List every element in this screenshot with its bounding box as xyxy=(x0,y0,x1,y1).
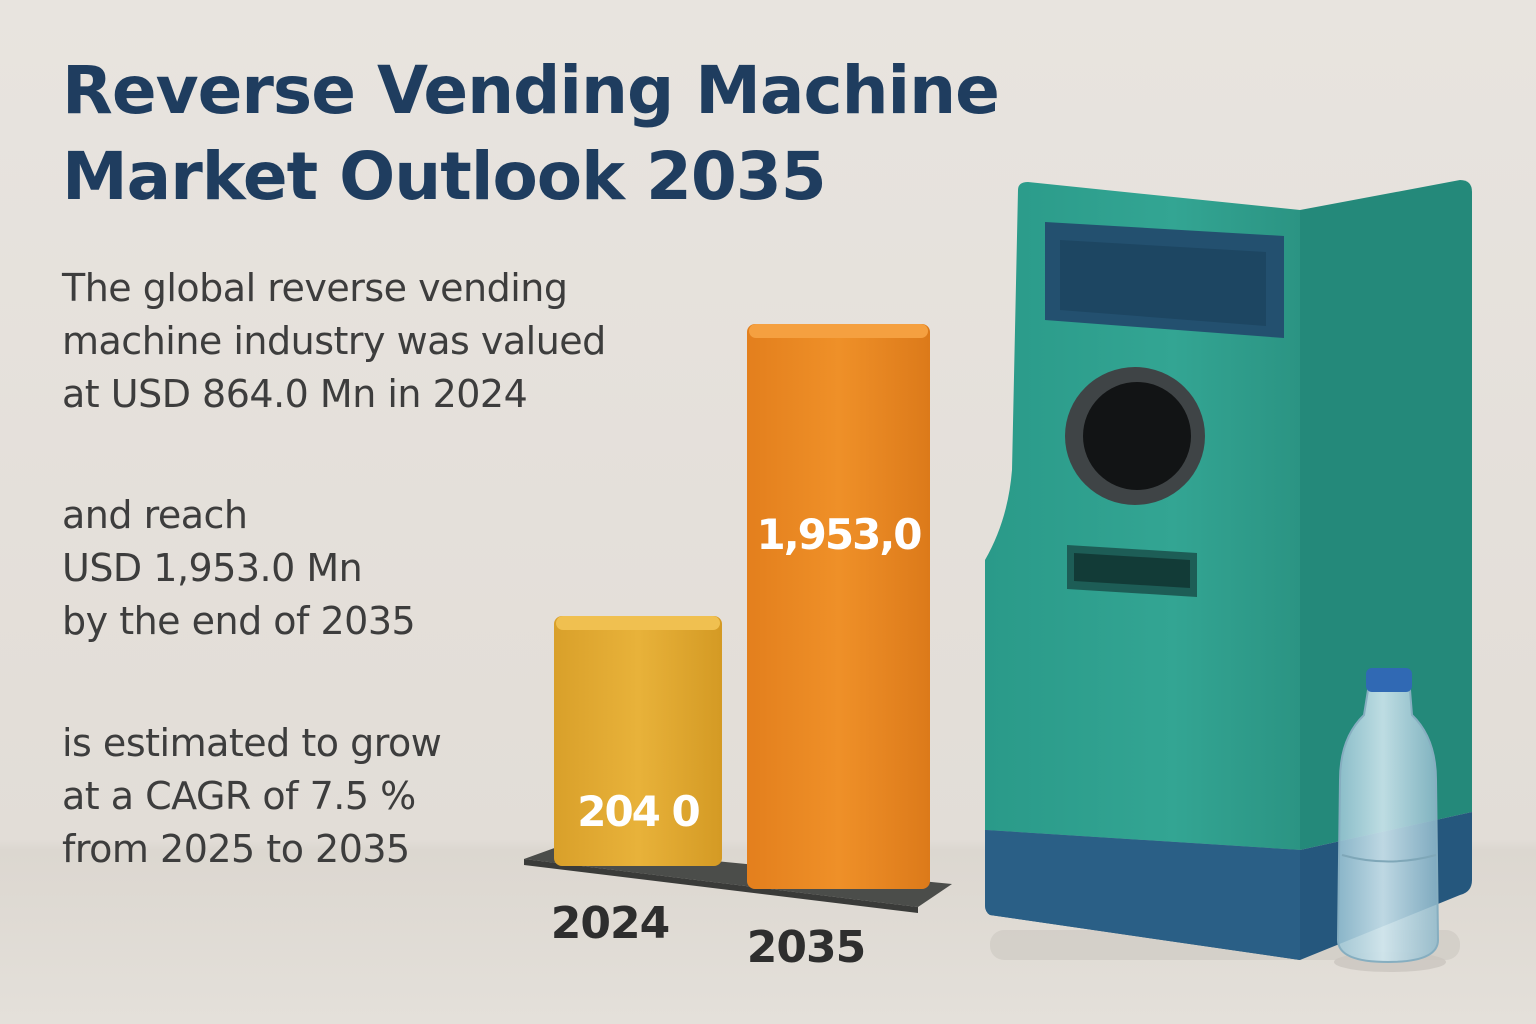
paragraph-line: from 2025 to 2035 xyxy=(62,827,410,871)
machine-base-front xyxy=(985,830,1300,960)
title-line: Market Outlook 2035 xyxy=(62,138,827,215)
chart-base-edge xyxy=(524,859,918,913)
bars-group: 204 0 2024 1,953,0 2035 xyxy=(551,324,930,973)
cagr-paragraph: is estimated to grow at a CAGR of 7.5 % … xyxy=(62,717,442,876)
paragraph-line: is estimated to grow xyxy=(62,721,442,765)
paragraph-line: and reach xyxy=(62,493,248,537)
bar-2035 xyxy=(747,324,930,889)
machine-display-inner xyxy=(1060,240,1266,326)
x-tick-label: 2035 xyxy=(747,922,865,973)
bottle-cap xyxy=(1366,668,1412,692)
paragraph-line: by the end of 2035 xyxy=(62,599,416,643)
paragraph-line: USD 1,953.0 Mn xyxy=(62,546,363,590)
x-tick-label: 2024 xyxy=(551,898,669,949)
valuation-paragraph: The global reverse vending machine indus… xyxy=(62,262,606,421)
receipt-slot-inner xyxy=(1074,553,1190,588)
machine-side-panel xyxy=(1300,180,1472,850)
bottle-ridge xyxy=(1341,854,1437,863)
bar-2024-top xyxy=(556,616,720,631)
bar-2035-top xyxy=(749,324,928,338)
paragraph-line: The global reverse vending xyxy=(62,266,568,310)
page-title: Reverse Vending Machine Market Outlook 2… xyxy=(62,48,1000,220)
bottle-insert-slot-hole xyxy=(1083,382,1191,490)
machine-body xyxy=(985,182,1300,850)
bottle-body xyxy=(1336,689,1440,964)
paragraph-line: machine industry was valued xyxy=(62,319,606,363)
paragraph-line: at a CAGR of 7.5 % xyxy=(62,774,416,818)
bar-data-label: 204 0 xyxy=(577,787,699,836)
forecast-paragraph: and reach USD 1,953.0 Mn by the end of 2… xyxy=(62,489,416,648)
paragraph-line: at USD 864.0 Mn in 2024 xyxy=(62,372,528,416)
bar-data-label: 1,953,0 xyxy=(756,510,921,559)
title-line: Reverse Vending Machine xyxy=(62,52,1000,129)
bar-2024 xyxy=(554,616,722,866)
plastic-bottle-icon xyxy=(1334,668,1446,972)
